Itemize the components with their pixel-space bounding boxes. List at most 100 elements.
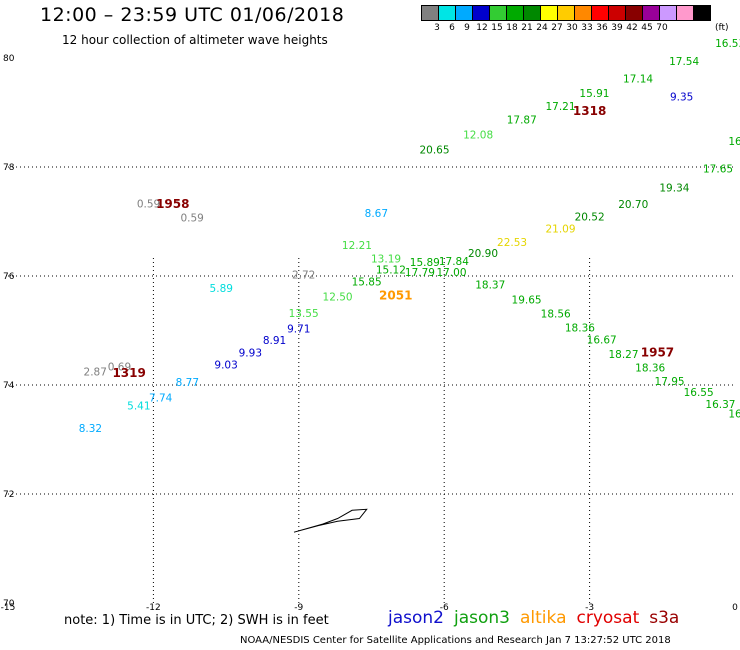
footer-note: note: 1) Time is in UTC; 2) SWH is in fe… <box>64 613 329 628</box>
color-scale-tick-label: 42 <box>626 23 638 33</box>
wave-height-label: 0.59 <box>180 213 203 225</box>
color-scale-tick-label: 70 <box>656 23 668 33</box>
wave-height-label: 13.19 <box>371 253 401 265</box>
wave-height-label: 8.67 <box>365 208 388 220</box>
wave-height-label: 5.89 <box>210 283 233 295</box>
legend-entry-jason3: jason3 <box>454 608 510 628</box>
color-scale-unit: (ft) <box>715 23 729 33</box>
legend-entry-cryosat: cryosat <box>576 608 640 628</box>
color-scale-cells <box>421 5 711 21</box>
wave-height-label: 8.91 <box>263 335 286 347</box>
wave-height-label: 16.53 <box>715 38 740 50</box>
wave-height-label: 12.08 <box>463 130 493 142</box>
wave-height-label: 18.36 <box>635 362 665 374</box>
color-scale-tick-label: 15 <box>491 23 503 33</box>
color-scale-tick-label: 24 <box>536 23 548 33</box>
wave-height-label: 22.53 <box>497 237 527 249</box>
color-scale-tick-label: 36 <box>596 23 608 33</box>
wave-height-label: 18.56 <box>541 308 571 320</box>
color-scale-cell <box>693 5 711 21</box>
pass-time-label: 2051 <box>379 288 412 302</box>
color-scale-tick-label: 21 <box>521 23 533 33</box>
wave-height-label: 2.72 <box>292 270 315 282</box>
color-scale-tick-label: 33 <box>581 23 593 33</box>
wave-height-label: 17.21 <box>545 101 575 113</box>
y-tick-label: 80 <box>3 54 15 64</box>
wave-height-label: 7.74 <box>149 392 173 404</box>
color-scale-tick-label: 3 <box>434 23 440 33</box>
wave-height-label: 9.35 <box>670 92 693 104</box>
wave-height-label: 12.50 <box>323 292 353 304</box>
wave-height-label: 0.69 <box>108 361 131 373</box>
y-tick-label: 74 <box>3 381 15 391</box>
wave-height-label: 9.03 <box>214 360 237 372</box>
wave-height-label: 13.55 <box>289 308 319 320</box>
chart-title: 12:00 – 23:59 UTC 01/06/2018 <box>40 4 345 26</box>
satellite-legend: jason2 jason3 altika cryosat s3a <box>388 608 689 628</box>
x-tick-label: -6 <box>440 603 449 613</box>
wave-height-label: 18.36 <box>565 323 595 335</box>
x-tick-label: -12 <box>146 603 161 613</box>
y-tick-label: 72 <box>3 490 14 500</box>
color-scale-ticks: (ft) 3 6 9 12 15 18 21 24 27 30 33 36 39 42 45 70 <box>422 21 728 35</box>
wave-height-label: 15.89 <box>410 257 440 269</box>
footer-credit: NOAA/NESDIS Center for Satellite Applica… <box>240 635 671 646</box>
legend-entry-altika: altika <box>520 608 567 628</box>
wave-height-label: 21.09 <box>545 223 575 235</box>
x-tick-label: 0 <box>732 603 738 613</box>
legend-entry-s3a: s3a <box>649 608 680 628</box>
wave-height-label: 9.93 <box>239 348 262 360</box>
wave-height-label: 16.55 <box>684 387 714 399</box>
wave-height-label: 9.71 <box>287 324 310 336</box>
wave-height-label: 20.52 <box>575 211 605 223</box>
coastline-outline <box>293 508 368 533</box>
wave-height-label: 20.90 <box>468 248 498 260</box>
wave-height-label: 12.21 <box>342 240 372 252</box>
wave-height-label: 16.67 <box>587 335 617 347</box>
color-scale-tick-label: 27 <box>551 23 563 33</box>
chart-subtitle: 12 hour collection of altimeter wave hei… <box>62 33 328 47</box>
wave-height-label: 2.87 <box>84 367 107 379</box>
y-tick-label: 70 <box>3 599 15 609</box>
y-tick-label: 76 <box>3 272 15 282</box>
wave-height-label: 17.00 <box>436 267 466 279</box>
color-scale-tick-label: 45 <box>641 23 653 33</box>
wave-height-label: 18.37 <box>475 280 505 292</box>
wave-height-label: 17.65 <box>703 163 733 175</box>
wave-height-label: 20.70 <box>618 199 648 211</box>
wave-height-label: 15.12 <box>376 264 406 276</box>
wave-height-label: 15.91 <box>579 88 609 100</box>
color-scale-tick-label: 6 <box>449 23 455 33</box>
pass-time-label: 1319 <box>112 366 145 380</box>
wave-height-label: 19.65 <box>512 294 542 306</box>
wave-height-label: 8.32 <box>79 423 102 435</box>
wave-height-label: 18.27 <box>608 349 638 361</box>
wave-height-label: 17.79 <box>405 267 435 279</box>
wave-height-label: 15.85 <box>352 276 382 288</box>
wave-height-label: 16.37 <box>705 399 735 411</box>
pass-time-label: 1957 <box>641 346 674 360</box>
wave-height-label: 17.95 <box>655 376 685 388</box>
color-scale-tick-label: 18 <box>506 23 518 33</box>
y-tick-label: 78 <box>3 163 15 173</box>
wave-height-label: 0.59 <box>137 198 160 210</box>
wave-height-label: 16 <box>728 136 740 148</box>
legend-entry-jason2: jason2 <box>388 608 444 628</box>
color-scale-tick-label: 30 <box>566 23 578 33</box>
color-scale-tick-label: 12 <box>476 23 488 33</box>
wave-height-label: 5.41 <box>127 401 150 413</box>
wave-height-label: 8.77 <box>176 377 199 389</box>
wave-height-label: 17.84 <box>439 256 469 268</box>
wave-height-label: 16 <box>728 409 740 421</box>
x-tick-label: -9 <box>294 603 303 613</box>
x-tick-label: -15 <box>1 603 16 613</box>
color-scale-tick-label: 39 <box>611 23 623 33</box>
pass-time-label: 1958 <box>156 197 189 211</box>
pass-time-label: 1318 <box>573 104 606 118</box>
wave-height-label: 17.87 <box>507 114 537 126</box>
wave-height-label: 20.65 <box>419 144 449 156</box>
wave-height-label: 19.34 <box>659 183 689 195</box>
wave-height-label: 17.54 <box>669 56 699 68</box>
x-tick-label: -3 <box>585 603 594 613</box>
